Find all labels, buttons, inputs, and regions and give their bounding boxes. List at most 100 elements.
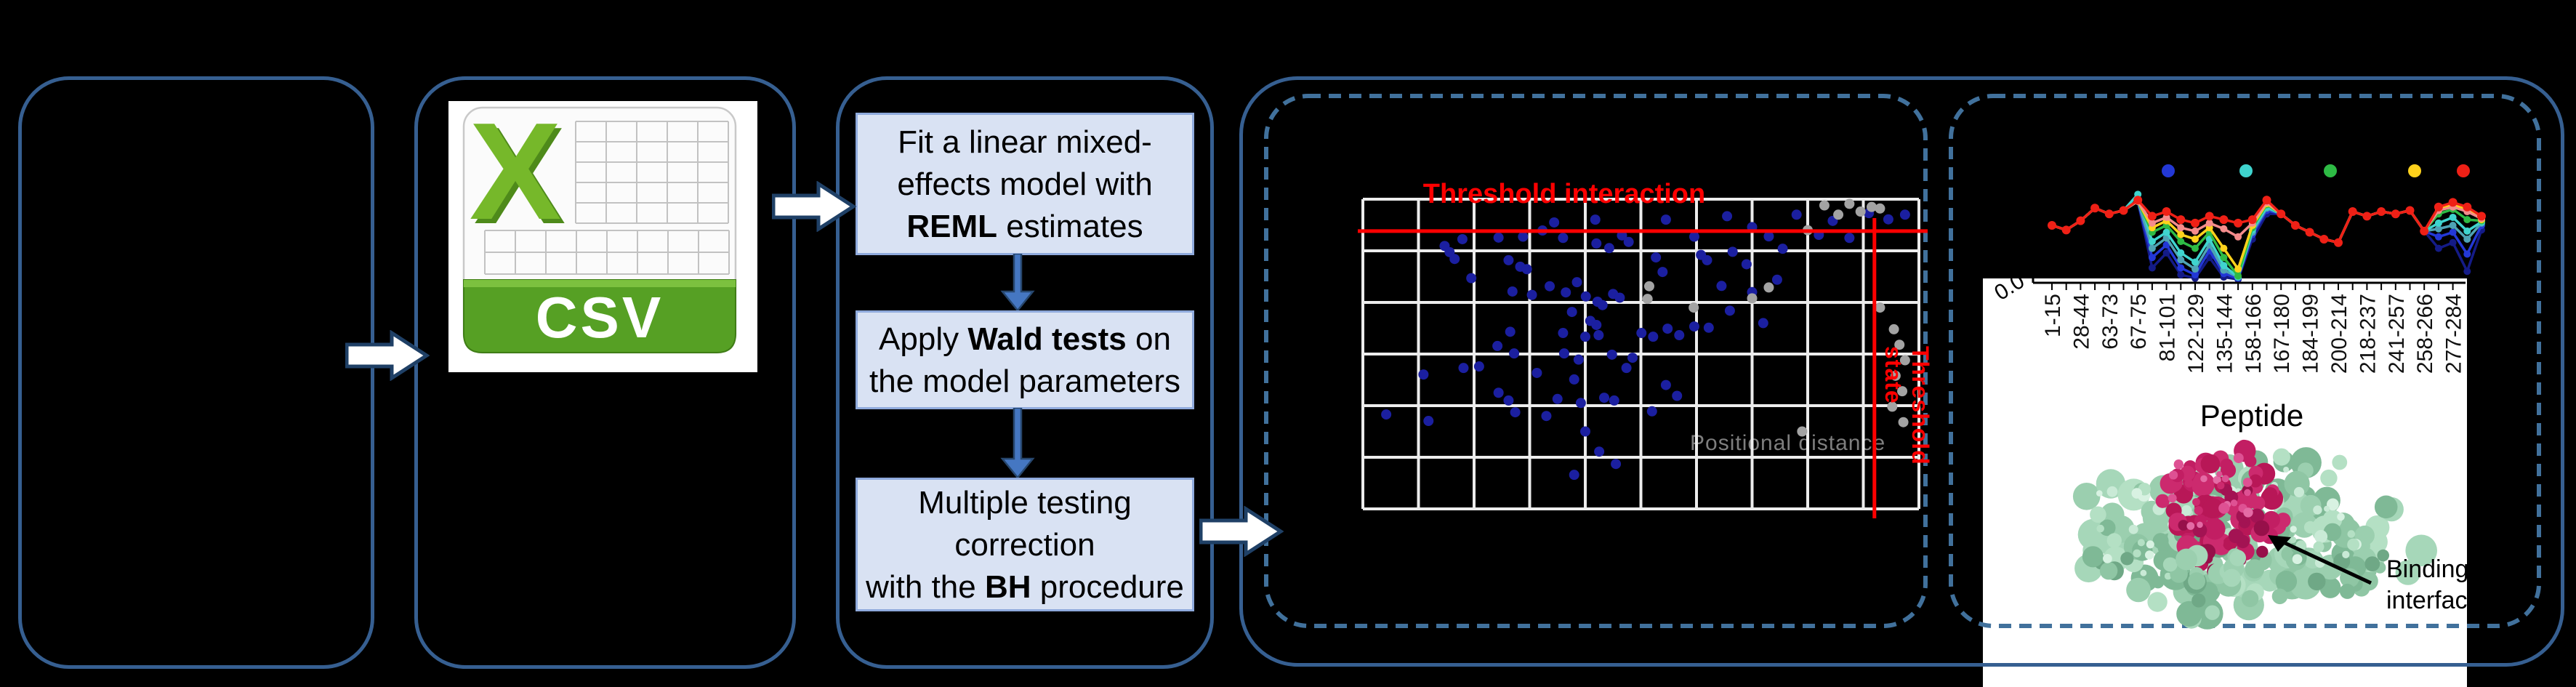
series-teal-marker [2434,225,2442,233]
series-teal-marker [2177,256,2185,264]
data-point [1727,246,1738,257]
data-point [1763,231,1774,242]
workflow-step-line: with the BH procedure [866,569,1184,605]
data-point [1741,259,1752,270]
data-point [1621,363,1632,374]
muted-data-point [1866,201,1877,212]
data-point [1573,354,1584,365]
data-point [1594,446,1605,457]
workflow-step-bh-correction: Multiple testing correction with the BH pr… [856,478,1194,611]
series-red-marker [2348,207,2357,217]
muted-data-point [1642,294,1653,305]
data-point [1493,387,1504,398]
uptake-series [2048,190,2486,284]
data-point [1603,243,1614,254]
raw-data-panel [18,76,374,669]
peptide-tick-label: 135-144 [2213,294,2237,374]
series-cyan-marker [2449,213,2457,221]
series-red-marker [2191,218,2199,228]
workflow-step-fit-model: Fit a linear mixed-effects model with REM… [856,113,1194,255]
series-red-marker [2362,212,2372,221]
binding-interface-arrow-icon [2268,535,2372,585]
muted-data-point [1819,200,1830,211]
data-point [1552,393,1563,404]
workflow-panel [836,76,1214,669]
data-point [1492,340,1503,351]
series-red-marker [2247,215,2257,225]
data-point [1493,232,1504,243]
data-point [1591,238,1602,249]
peptide-tick-label: 184-199 [2299,294,2323,374]
series-green-marker [2177,238,2185,246]
csv-banner-label: CSV [536,285,664,350]
workflow-step-line: Multiple testing [918,485,1132,521]
data-point [1505,326,1516,337]
data-point [1724,305,1735,316]
data-point [1571,277,1582,288]
data-point [1662,324,1673,334]
series-red-marker [2463,202,2472,212]
peptide-tick-label: 28-44 [2069,294,2093,350]
series-cyan-marker [2148,238,2156,246]
series-red-marker [2290,221,2300,230]
data-point [1702,254,1712,265]
peptide-tick-label: 200-214 [2327,294,2351,374]
data-point [1597,300,1608,310]
muted-data-point [1899,355,1910,366]
x-axis-title: Peptide [2200,398,2303,433]
data-point [1558,233,1569,244]
series-teal-marker [2463,235,2471,243]
data-point [1449,254,1460,265]
series-red-marker [2262,196,2271,205]
series-red-marker [2090,204,2100,213]
muted-data-point [1897,386,1908,397]
data-point [1899,209,1910,220]
data-point [1609,395,1619,406]
peptide-tick-labels: 1-15 28-44 63-73 67-75 81-101 122-129 135-144 1… [2041,294,2466,374]
data-point [1473,361,1484,372]
series-cyan-marker [2220,262,2228,270]
series-salmon-marker [2177,224,2185,232]
axis-hint-label: Positional distance [1690,431,1886,455]
series-red-marker [2119,206,2128,215]
data-point [1777,244,1788,254]
data-point [1593,330,1604,341]
csv-icon-graphic: XX CSV [462,101,737,354]
down-arrow-icon [1000,408,1035,479]
uptake-line-chart: 0.0 1-15 28-44 63-73 67-75 81-101 122-129 135-1… [1992,164,2486,433]
y-origin-label: 0.0 [1992,269,2029,305]
data-point [1545,281,1555,292]
data-point [1458,363,1469,374]
series-salmon-marker [2220,225,2228,233]
peptide-tick-label: 218-237 [2356,294,2380,374]
data-point [1526,289,1537,300]
scatter-subpanel-border [1264,94,1928,628]
series-blue-marker [2191,270,2199,278]
legend-dot-icon [2408,164,2421,177]
series-cyan-marker [2162,228,2170,236]
csv-file-icon: X X CSV [448,101,757,372]
data-point [1674,330,1685,341]
series-cyan-marker [2191,258,2199,266]
data-point [1883,214,1893,225]
series-red-marker [2061,225,2071,235]
data-point [1703,322,1714,333]
threshold-state-label: Threshold state [1880,346,1933,465]
data-point [1660,214,1671,225]
peptide-tick-label: 277-284 [2442,294,2466,374]
data-point [1771,274,1782,285]
muted-data-point [1855,206,1866,217]
protein-structure [2072,439,2437,630]
muted-data-point [1898,417,1909,427]
series-red-marker [2420,226,2429,236]
peptide-tick-label: 158-166 [2242,294,2266,374]
muted-data-point [1689,302,1699,313]
series-red-marker [2076,216,2085,225]
data-point [1716,281,1727,292]
series-navy-marker [2449,238,2457,246]
results-panel [1239,76,2564,667]
data-point [1599,393,1610,403]
series-yellow-marker [2177,230,2185,238]
series-red-marker [2334,238,2343,247]
